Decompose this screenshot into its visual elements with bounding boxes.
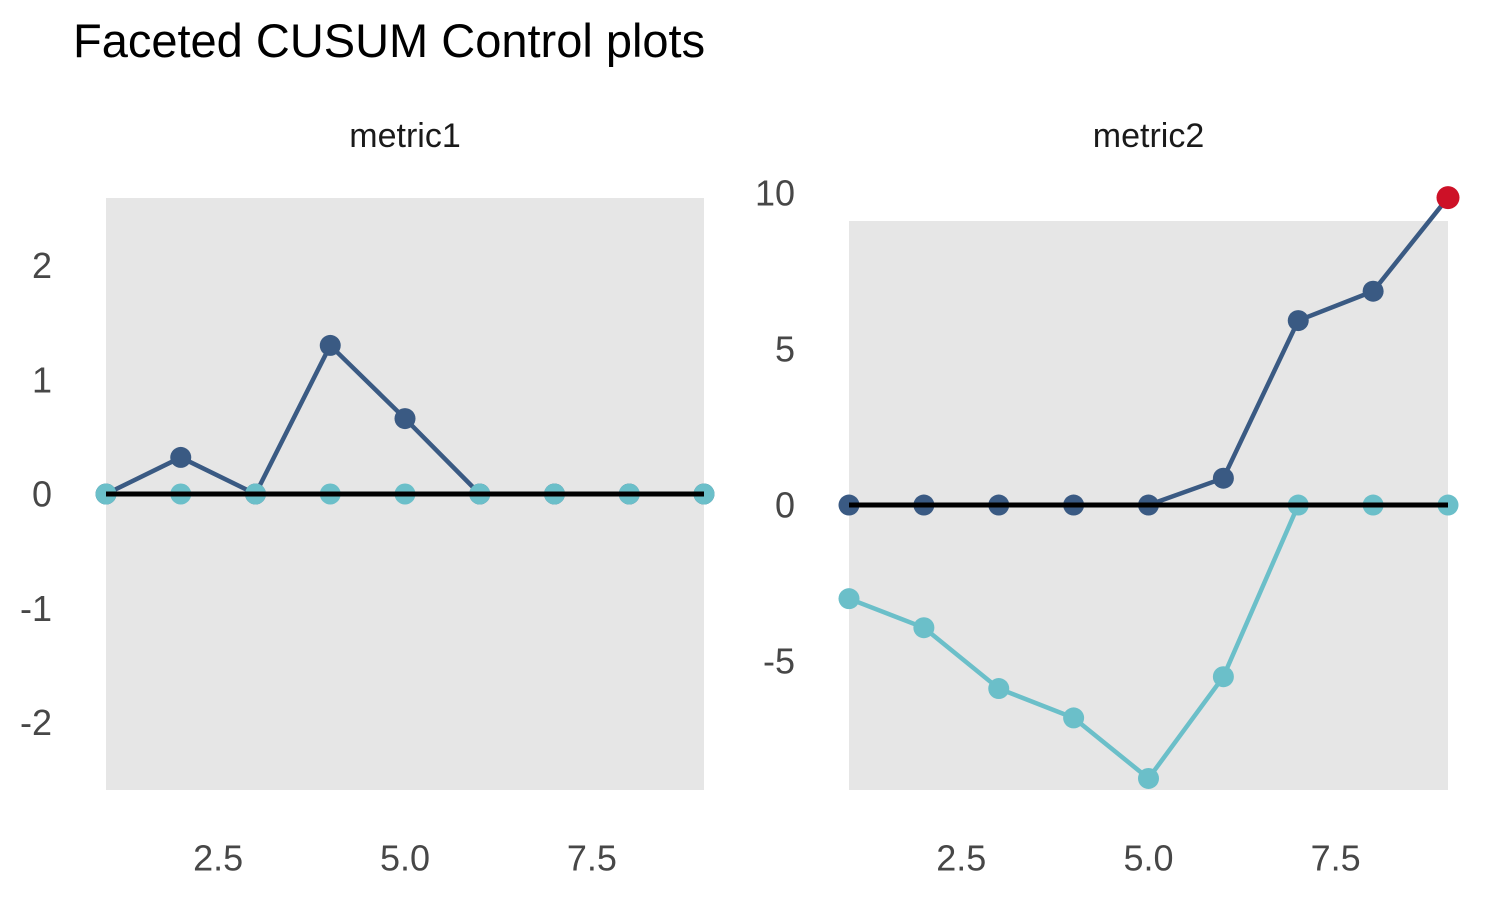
data-point <box>913 617 935 639</box>
data-point <box>394 408 416 430</box>
y-tick-label: -5 <box>763 641 795 682</box>
data-point <box>1212 467 1234 489</box>
facet-title: metric1 <box>349 117 460 155</box>
y-tick-label: 0 <box>775 485 795 526</box>
y-tick-label: 1 <box>32 359 52 400</box>
y-tick-label: -2 <box>20 702 52 743</box>
y-axis-labels: 2 1 0 -1 -2 <box>20 245 52 743</box>
facet-metric2: metric2 10 5 0 -5 2.5 5.0 7.5 <box>755 117 1460 879</box>
y-axis-labels: 10 5 0 -5 <box>755 173 795 682</box>
signal-point <box>1436 186 1460 210</box>
data-point <box>319 334 341 356</box>
y-tick-label: 2 <box>32 245 52 286</box>
x-tick-label: 7.5 <box>567 838 617 879</box>
facet-title: metric2 <box>1093 117 1204 155</box>
data-point <box>988 678 1010 700</box>
data-point <box>838 588 860 610</box>
y-tick-label: -1 <box>20 588 52 629</box>
x-tick-label: 5.0 <box>1123 838 1173 879</box>
y-tick-label: 0 <box>32 474 52 515</box>
facet-metric1: metric1 2 1 0 -1 -2 2.5 5.0 7.5 <box>20 117 715 879</box>
y-tick-label: 5 <box>775 329 795 370</box>
x-tick-label: 2.5 <box>193 838 243 879</box>
data-point <box>1287 310 1309 332</box>
data-point <box>1212 666 1234 688</box>
data-point <box>1362 280 1384 302</box>
data-point <box>170 446 192 468</box>
x-tick-label: 2.5 <box>936 838 986 879</box>
x-axis-labels: 2.5 5.0 7.5 <box>936 838 1360 879</box>
x-tick-label: 7.5 <box>1311 838 1361 879</box>
page-title: Faceted CUSUM Control plots <box>73 14 706 67</box>
x-tick-label: 5.0 <box>380 838 430 879</box>
data-point <box>1063 707 1085 729</box>
y-tick-label: 10 <box>755 173 795 214</box>
x-axis-labels: 2.5 5.0 7.5 <box>193 838 617 879</box>
data-point <box>1138 767 1159 789</box>
